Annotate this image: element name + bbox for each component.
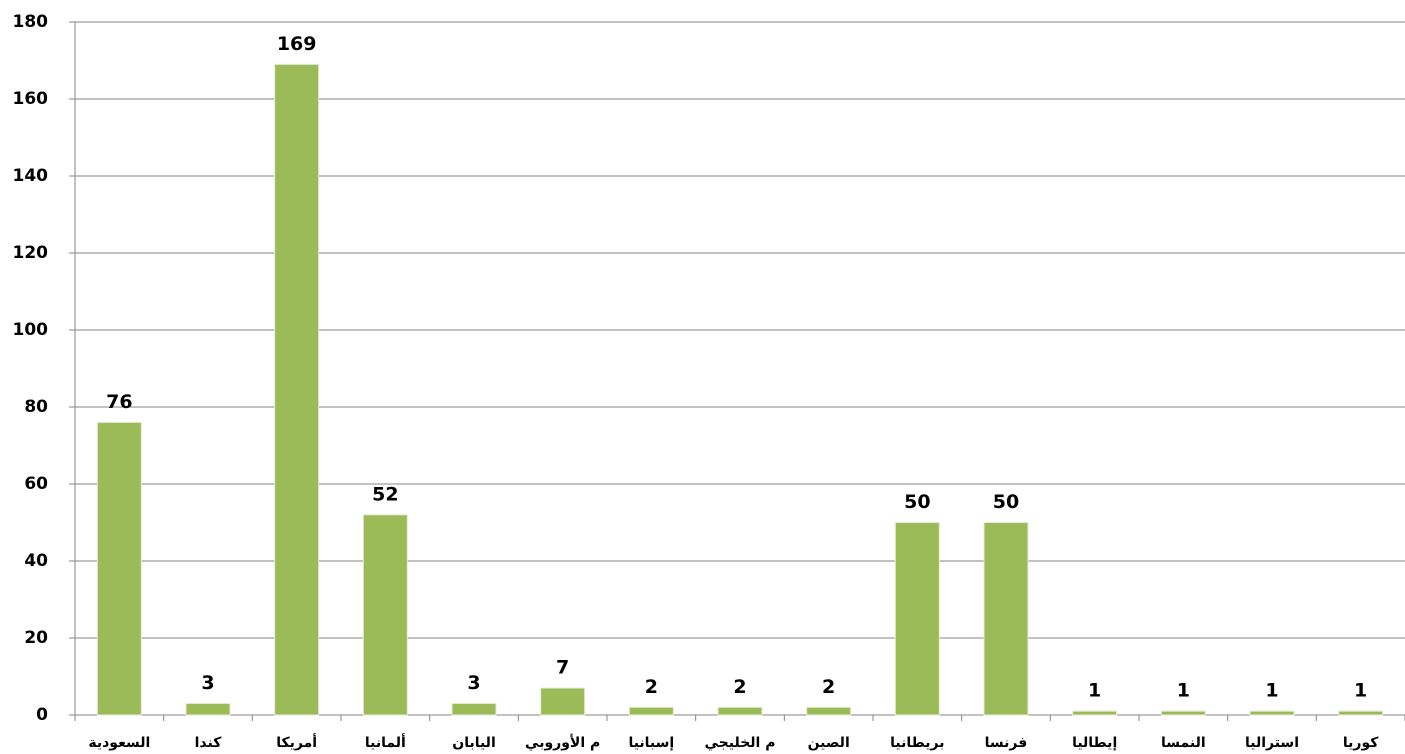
bar — [275, 64, 319, 715]
y-tick-label: 60 — [24, 474, 48, 494]
bar — [895, 523, 939, 716]
bar — [1339, 711, 1383, 715]
data-label: 1 — [1265, 680, 1278, 702]
x-tick-label: كندا — [195, 735, 223, 751]
y-tick-label: 80 — [24, 397, 48, 417]
bar — [541, 688, 585, 715]
y-tick-label: 140 — [13, 166, 49, 186]
y-tick-label: 120 — [13, 243, 49, 263]
bar — [186, 703, 230, 715]
x-tick-label: اليابان — [452, 735, 496, 751]
data-label: 52 — [372, 483, 398, 505]
bar — [718, 707, 762, 715]
y-tick-label: 160 — [13, 89, 49, 109]
chart: 0 20 40 60 80 100 120 140 160 180 السعودية 76 كندا 3 أ… — [0, 0, 1405, 754]
x-tick-label: النمسا — [1161, 735, 1206, 751]
data-label: 2 — [822, 676, 835, 698]
y-tick-label: 40 — [24, 551, 48, 571]
data-label: 50 — [993, 491, 1019, 513]
data-label: 2 — [645, 676, 658, 698]
x-tick-label: فرنسا — [985, 735, 1028, 751]
x-tick-label: إيطاليا — [1072, 735, 1117, 751]
y-tick-label: 0 — [36, 705, 48, 725]
y-tick-label: 180 — [13, 12, 49, 32]
x-tick-label: استراليا — [1245, 735, 1299, 751]
data-label: 50 — [904, 491, 930, 513]
x-tick-label: الصين — [808, 735, 850, 751]
x-tick-label: أمريكا — [276, 733, 317, 751]
data-label: 3 — [467, 672, 480, 694]
x-tick-label: إسبانيا — [628, 735, 674, 751]
x-tick-label: ألمانيا — [365, 733, 406, 751]
bar — [452, 703, 496, 715]
bar — [1073, 711, 1117, 715]
data-label: 3 — [201, 672, 214, 694]
x-tick-label: م الخليجي — [705, 735, 776, 751]
data-label: 1 — [1088, 680, 1101, 702]
x-tick-label: م الأوروبي — [525, 734, 600, 751]
x-tick-label: السعودية — [88, 735, 150, 751]
bar — [807, 707, 851, 715]
page: 0 20 40 60 80 100 120 140 160 180 السعودية 76 كندا 3 أ… — [0, 0, 1405, 754]
data-label: 169 — [277, 33, 317, 55]
y-tick-label: 100 — [13, 320, 49, 340]
bar — [97, 422, 141, 715]
data-label: 1 — [1177, 680, 1190, 702]
data-label: 7 — [556, 657, 569, 679]
bar — [363, 515, 407, 715]
y-tick-label: 20 — [24, 628, 48, 648]
bar — [1161, 711, 1205, 715]
x-tick-label: كوريا — [1343, 735, 1379, 751]
bar — [1250, 711, 1294, 715]
data-label: 1 — [1354, 680, 1367, 702]
bar — [984, 523, 1028, 716]
bar — [629, 707, 673, 715]
data-label: 2 — [733, 676, 746, 698]
x-tick-label: بريطانيا — [890, 735, 944, 751]
data-label: 76 — [106, 391, 132, 413]
